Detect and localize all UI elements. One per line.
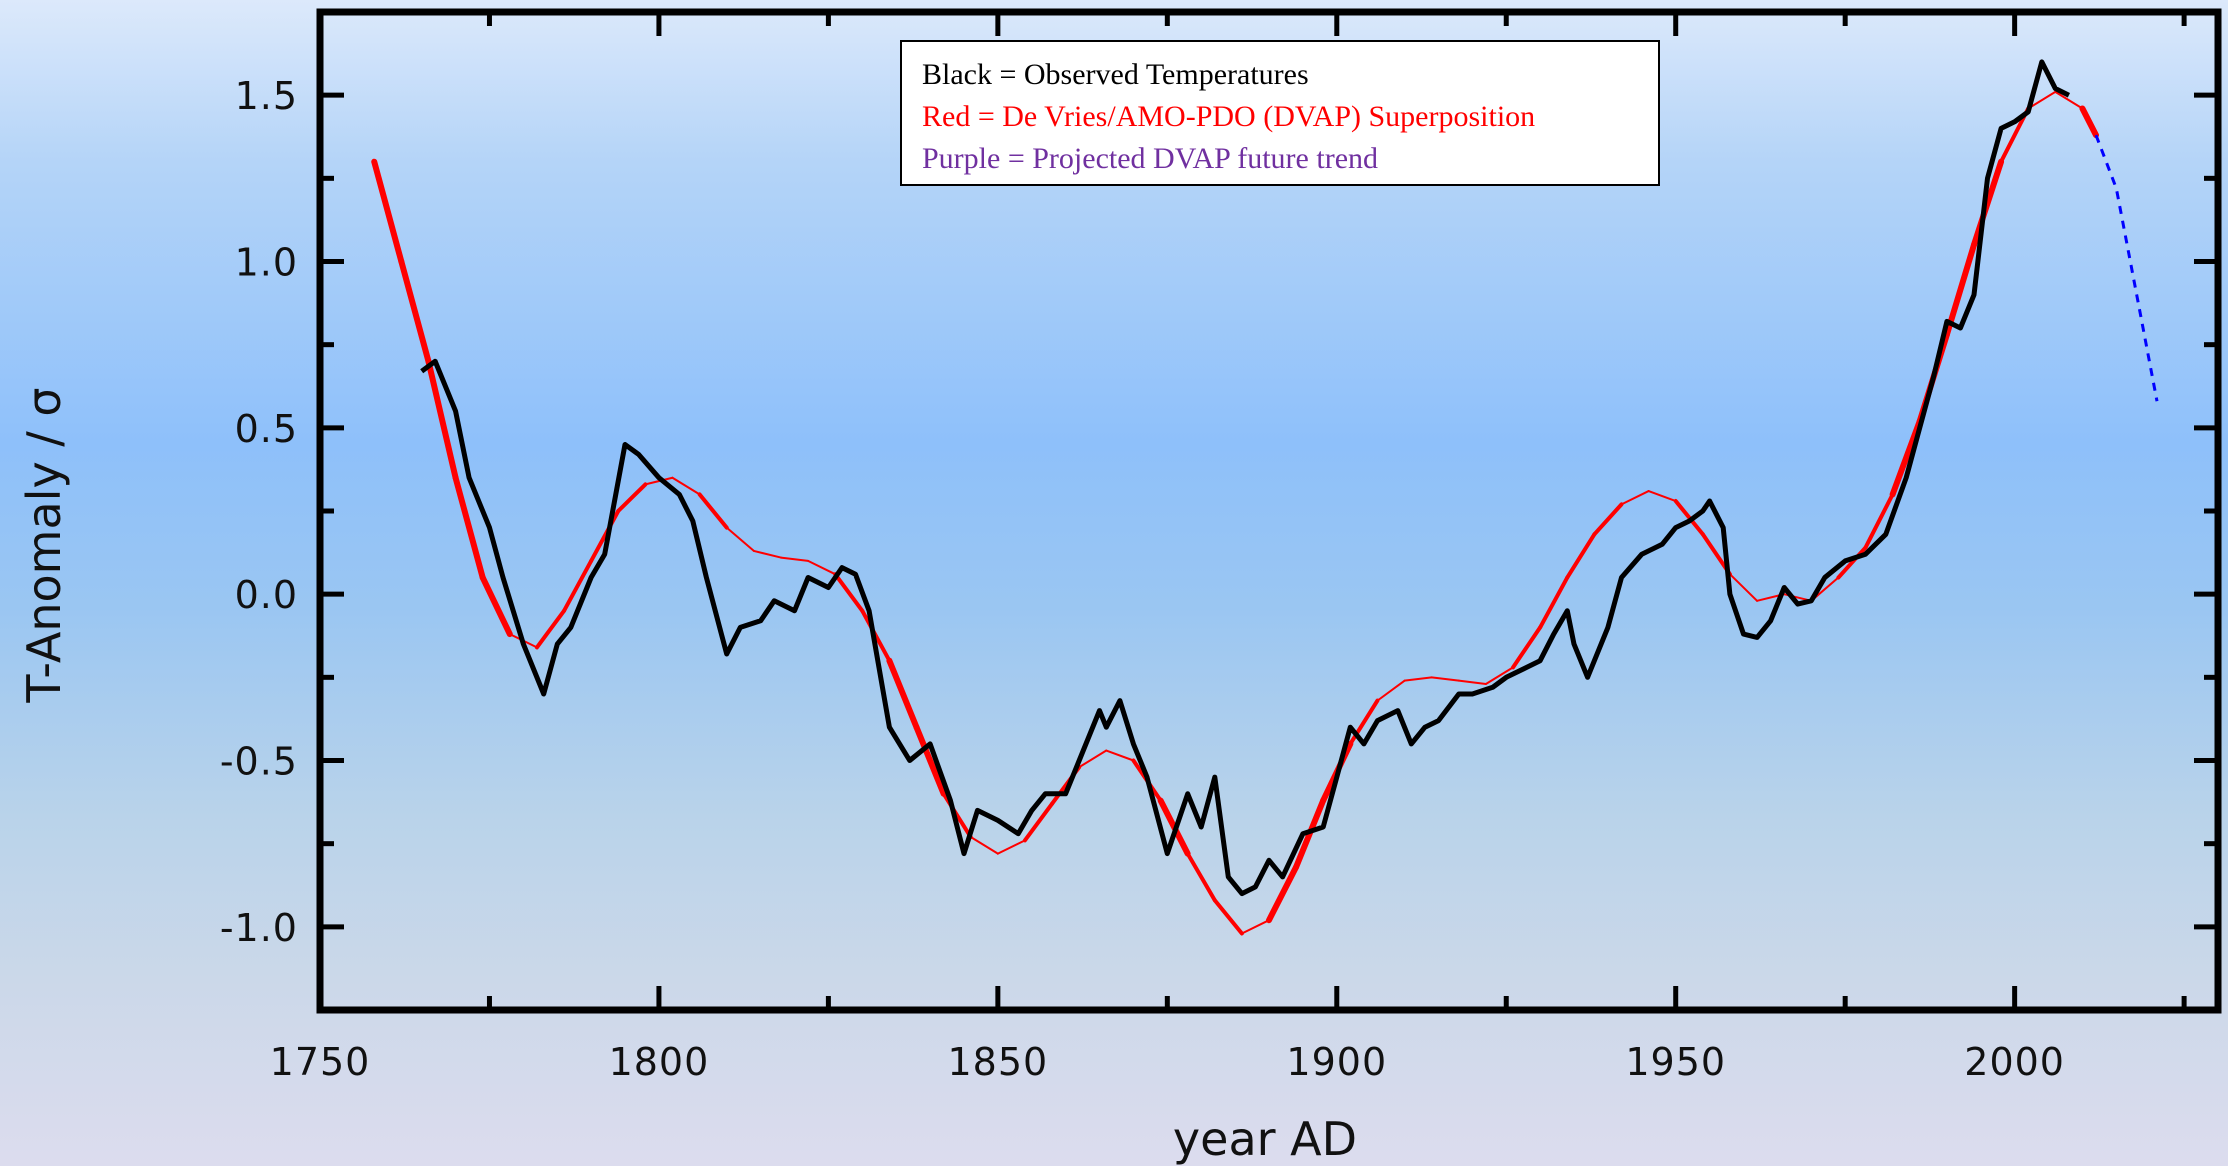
dvap-series-segment <box>534 608 567 650</box>
dvap-series-segment <box>1970 158 2005 248</box>
dvap-series-segment <box>616 482 648 513</box>
dvap-series-segment <box>562 558 594 613</box>
dvap-series-segment <box>1212 898 1244 936</box>
dvap-series-segment <box>1078 749 1108 769</box>
dvap-series-segment <box>697 492 729 530</box>
dvap-series-segment <box>1673 499 1705 537</box>
axes <box>316 8 2222 1014</box>
dvap-series-segment <box>398 258 432 365</box>
legend-entry-projected: Purple = Projected DVAP future trend <box>922 142 1379 175</box>
dvap-series-segment <box>1863 492 1895 550</box>
dvap-series-segment <box>425 358 459 481</box>
dvap-series-segment <box>2054 90 2084 110</box>
dvap-series-segment <box>452 474 486 581</box>
legend-entry-dvap: Red = De Vries/AMO-PDO (DVAP) Superposit… <box>922 100 1536 133</box>
dvap-series-segment <box>1889 418 1923 498</box>
dvap-series-segment <box>1836 545 1868 580</box>
dvap-series-segment <box>1430 676 1460 682</box>
y-tick-label: 1.0 <box>235 241 298 285</box>
dvap-series-segment <box>479 574 513 638</box>
dvap-series-segment <box>1592 502 1624 537</box>
dvap-series-segment <box>996 839 1026 855</box>
dvap-series-segment <box>2027 90 2057 110</box>
y-axis-title: T-Anomaly / σ <box>17 387 71 703</box>
dvap-series-segment <box>779 556 810 562</box>
legend-entry-observed: Black = Observed Temperatures <box>922 58 1309 91</box>
dvap-series-segment <box>1266 863 1300 924</box>
y-tick-label: -1.0 <box>220 906 298 950</box>
x-tick-label: 1750 <box>270 1040 371 1084</box>
dvap-series-segment <box>1376 679 1406 702</box>
y-tick-label: -0.5 <box>220 740 298 784</box>
dvap-series-segment <box>1620 490 1650 506</box>
dvap-series-segment <box>371 158 405 265</box>
dvap-series-segment <box>833 572 865 613</box>
dvap-series-segment <box>1185 851 1217 903</box>
dvap-series-segment <box>1457 679 1487 685</box>
dvap-series-segment <box>913 724 947 797</box>
dvap-series-segment <box>1728 573 1759 602</box>
dvap-series-segment <box>1022 801 1055 843</box>
dvap-series-segment <box>1943 241 1977 338</box>
dvap-series-segment <box>671 476 701 496</box>
dvap-series-segment <box>886 657 920 731</box>
observed-series-line <box>420 59 2071 897</box>
x-tick-label: 1850 <box>947 1040 1048 1084</box>
dvap-series-segment <box>1348 698 1380 746</box>
dvap-series-segment <box>1511 625 1543 670</box>
dvap-series-segment <box>644 476 674 486</box>
y-tick-label: 0.0 <box>235 573 298 617</box>
dvap-series-segment <box>969 836 999 855</box>
dvap-series-segment <box>1484 666 1515 685</box>
dvap-series-segment <box>1565 532 1597 580</box>
legend: Black = Observed Temperatures Red = De V… <box>900 40 1660 186</box>
x-tick-label: 1900 <box>1286 1040 1387 1084</box>
dvap-series-segment <box>1240 919 1270 935</box>
dvap-series-segment <box>1538 575 1570 630</box>
x-tick-label: 2000 <box>1964 1040 2065 1084</box>
dvap-series-segment <box>752 549 782 559</box>
dvap-series-segment <box>725 526 755 552</box>
tick-labels: 1750 1800 1850 1900 1950 2000 1.5 1.0 0.5 0.0 -0.5… <box>220 74 2065 1084</box>
y-tick-label: 0.5 <box>235 407 298 451</box>
x-axis-title: year AD <box>1173 1112 1357 1166</box>
dvap-series-segment <box>1403 676 1433 682</box>
dvap-series-segment <box>1105 749 1135 762</box>
projected-series-line <box>2094 134 2159 402</box>
dvap-series-segment <box>1647 490 1677 503</box>
series-layer <box>371 59 2159 936</box>
y-tick-label: 1.5 <box>235 74 298 118</box>
x-tick-label: 1950 <box>1625 1040 1726 1084</box>
dvap-series-segment <box>807 559 837 576</box>
x-tick-label: 1800 <box>609 1040 710 1084</box>
dvap-series-segment <box>589 509 621 563</box>
dvap-series-segment <box>2079 105 2099 139</box>
